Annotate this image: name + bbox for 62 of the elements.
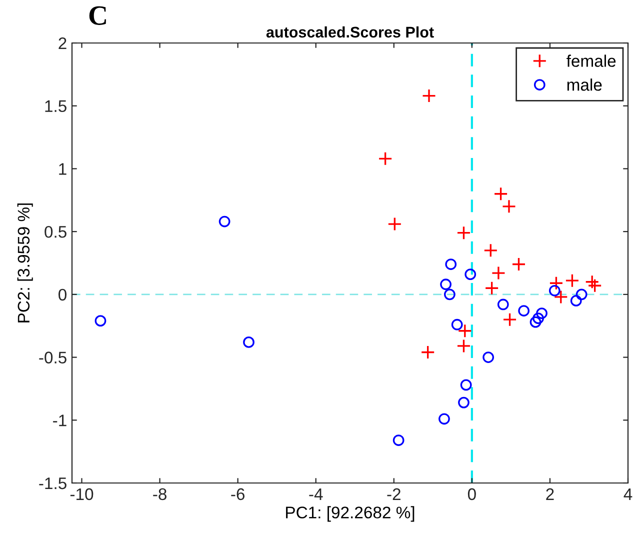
x-tick-label: -4 (309, 488, 323, 500)
point (576, 288, 588, 300)
point (456, 338, 471, 354)
point (440, 278, 452, 290)
point (464, 268, 476, 280)
point (392, 434, 404, 446)
y-tick-label: -1.5 (39, 478, 66, 490)
point (218, 216, 230, 228)
point (388, 216, 402, 232)
y-tick-label: 0.5 (44, 226, 66, 238)
point (94, 315, 106, 327)
point (445, 258, 457, 270)
point (570, 295, 582, 306)
x-tick-label: -8 (153, 488, 166, 500)
y-tick-label: 1.5 (45, 100, 66, 112)
point (530, 316, 542, 328)
point (482, 352, 494, 363)
point (458, 396, 470, 408)
x-tick-label: 4 (624, 488, 632, 500)
point (444, 288, 456, 300)
y-tick-label: -1 (53, 414, 66, 426)
point (378, 152, 392, 166)
y-tick-label: -0.5 (39, 352, 66, 364)
point (502, 312, 517, 327)
point (536, 308, 548, 319)
point (451, 318, 463, 330)
x-axis-title: PC1: [92.2682 %] (286, 506, 414, 522)
point (438, 413, 450, 425)
point (497, 298, 509, 310)
x-tick-label: 0 (468, 488, 476, 500)
legend-label: male (567, 78, 602, 91)
point (484, 281, 499, 296)
point (532, 312, 544, 324)
point (518, 305, 530, 316)
point (565, 274, 580, 288)
point (494, 186, 508, 201)
point (422, 88, 436, 103)
point (484, 243, 498, 258)
legend-label: female (566, 54, 616, 67)
point (460, 379, 472, 391)
y-tick-label: 2 (58, 37, 66, 50)
text: C (89, 6, 106, 25)
point (585, 274, 600, 289)
point (502, 199, 516, 214)
y-tick-label: 1 (59, 163, 66, 175)
point (458, 324, 472, 338)
x-tick-label: -10 (70, 488, 94, 500)
point (243, 336, 254, 348)
x-tick-label: -2 (387, 488, 400, 500)
point (588, 278, 602, 293)
y-tick-label: 0 (58, 288, 66, 301)
x-tick-label: -6 (231, 488, 244, 500)
point (420, 345, 435, 360)
point (549, 276, 564, 290)
point (456, 226, 471, 240)
point (512, 257, 526, 272)
point (491, 266, 506, 280)
chart-title: autoscaled.Scores Plot (266, 26, 434, 38)
x-tick-label: 2 (546, 488, 554, 500)
point (554, 290, 568, 304)
point (548, 284, 560, 296)
y-axis-title: PC2: [3.9559 %] (17, 204, 33, 322)
